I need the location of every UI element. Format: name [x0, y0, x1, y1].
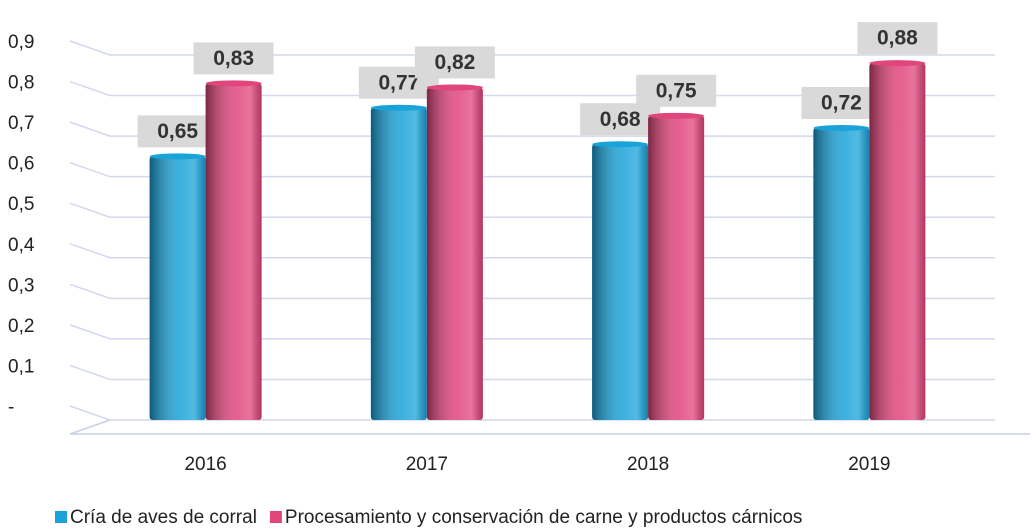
bar-shade: [370, 107, 427, 420]
value-label-box: [137, 115, 218, 148]
value-label: 0,75: [656, 79, 697, 102]
x-tick-label: 2018: [627, 454, 669, 475]
x-tick-label: 2016: [184, 454, 226, 475]
y-tick-label: 0,5: [8, 194, 34, 215]
legend-swatch: [269, 511, 282, 523]
value-label-box: [193, 42, 274, 75]
y-tick-label: 0,4: [8, 235, 35, 256]
bar-top: [370, 104, 427, 111]
bar-top: [149, 153, 206, 160]
value-label: 0,83: [213, 47, 254, 70]
legend-swatch: [55, 511, 67, 523]
value-label-box: [857, 22, 938, 55]
bar-shade: [592, 144, 649, 420]
value-label: 0,88: [877, 27, 918, 50]
value-label-box: [801, 87, 882, 119]
bar-top: [426, 84, 483, 91]
legend-label: Procesamiento y conservación de carne y …: [285, 507, 802, 528]
legend-label: Cría de aves de corral: [70, 507, 257, 528]
bar-shade: [813, 128, 870, 420]
bar-top: [869, 60, 926, 67]
value-label: 0,65: [157, 120, 198, 143]
value-label: 0,72: [821, 92, 862, 115]
bar-top: [648, 112, 705, 119]
bar-top: [813, 125, 870, 131]
bar-top: [592, 141, 649, 148]
y-tick-label: -: [8, 397, 14, 418]
y-tick-label: 0,8: [8, 73, 34, 94]
bar-shade: [426, 87, 483, 420]
value-label-box: [580, 103, 661, 136]
bar-shade: [648, 115, 705, 420]
y-tick-label: 0,2: [8, 316, 34, 337]
value-label: 0,82: [434, 51, 475, 74]
grid-line: [69, 40, 995, 56]
y-tick-label: 0,3: [8, 275, 34, 296]
value-label-box: [414, 46, 495, 79]
floor-line: [69, 419, 1030, 435]
y-tick-label: 0,7: [8, 113, 34, 134]
bar-shade: [149, 156, 206, 420]
bar-top: [205, 80, 262, 87]
y-tick-label: 0,6: [8, 154, 34, 175]
value-label: 0,68: [600, 108, 641, 131]
y-tick-label: 0,9: [8, 32, 34, 53]
bar-shade: [205, 83, 262, 420]
bar-shade: [869, 63, 926, 420]
y-tick-label: 0,1: [8, 356, 34, 377]
value-label: 0,77: [378, 71, 419, 94]
value-label-box: [636, 74, 717, 107]
x-tick-label: 2017: [406, 454, 448, 475]
x-tick-label: 2019: [848, 454, 890, 475]
